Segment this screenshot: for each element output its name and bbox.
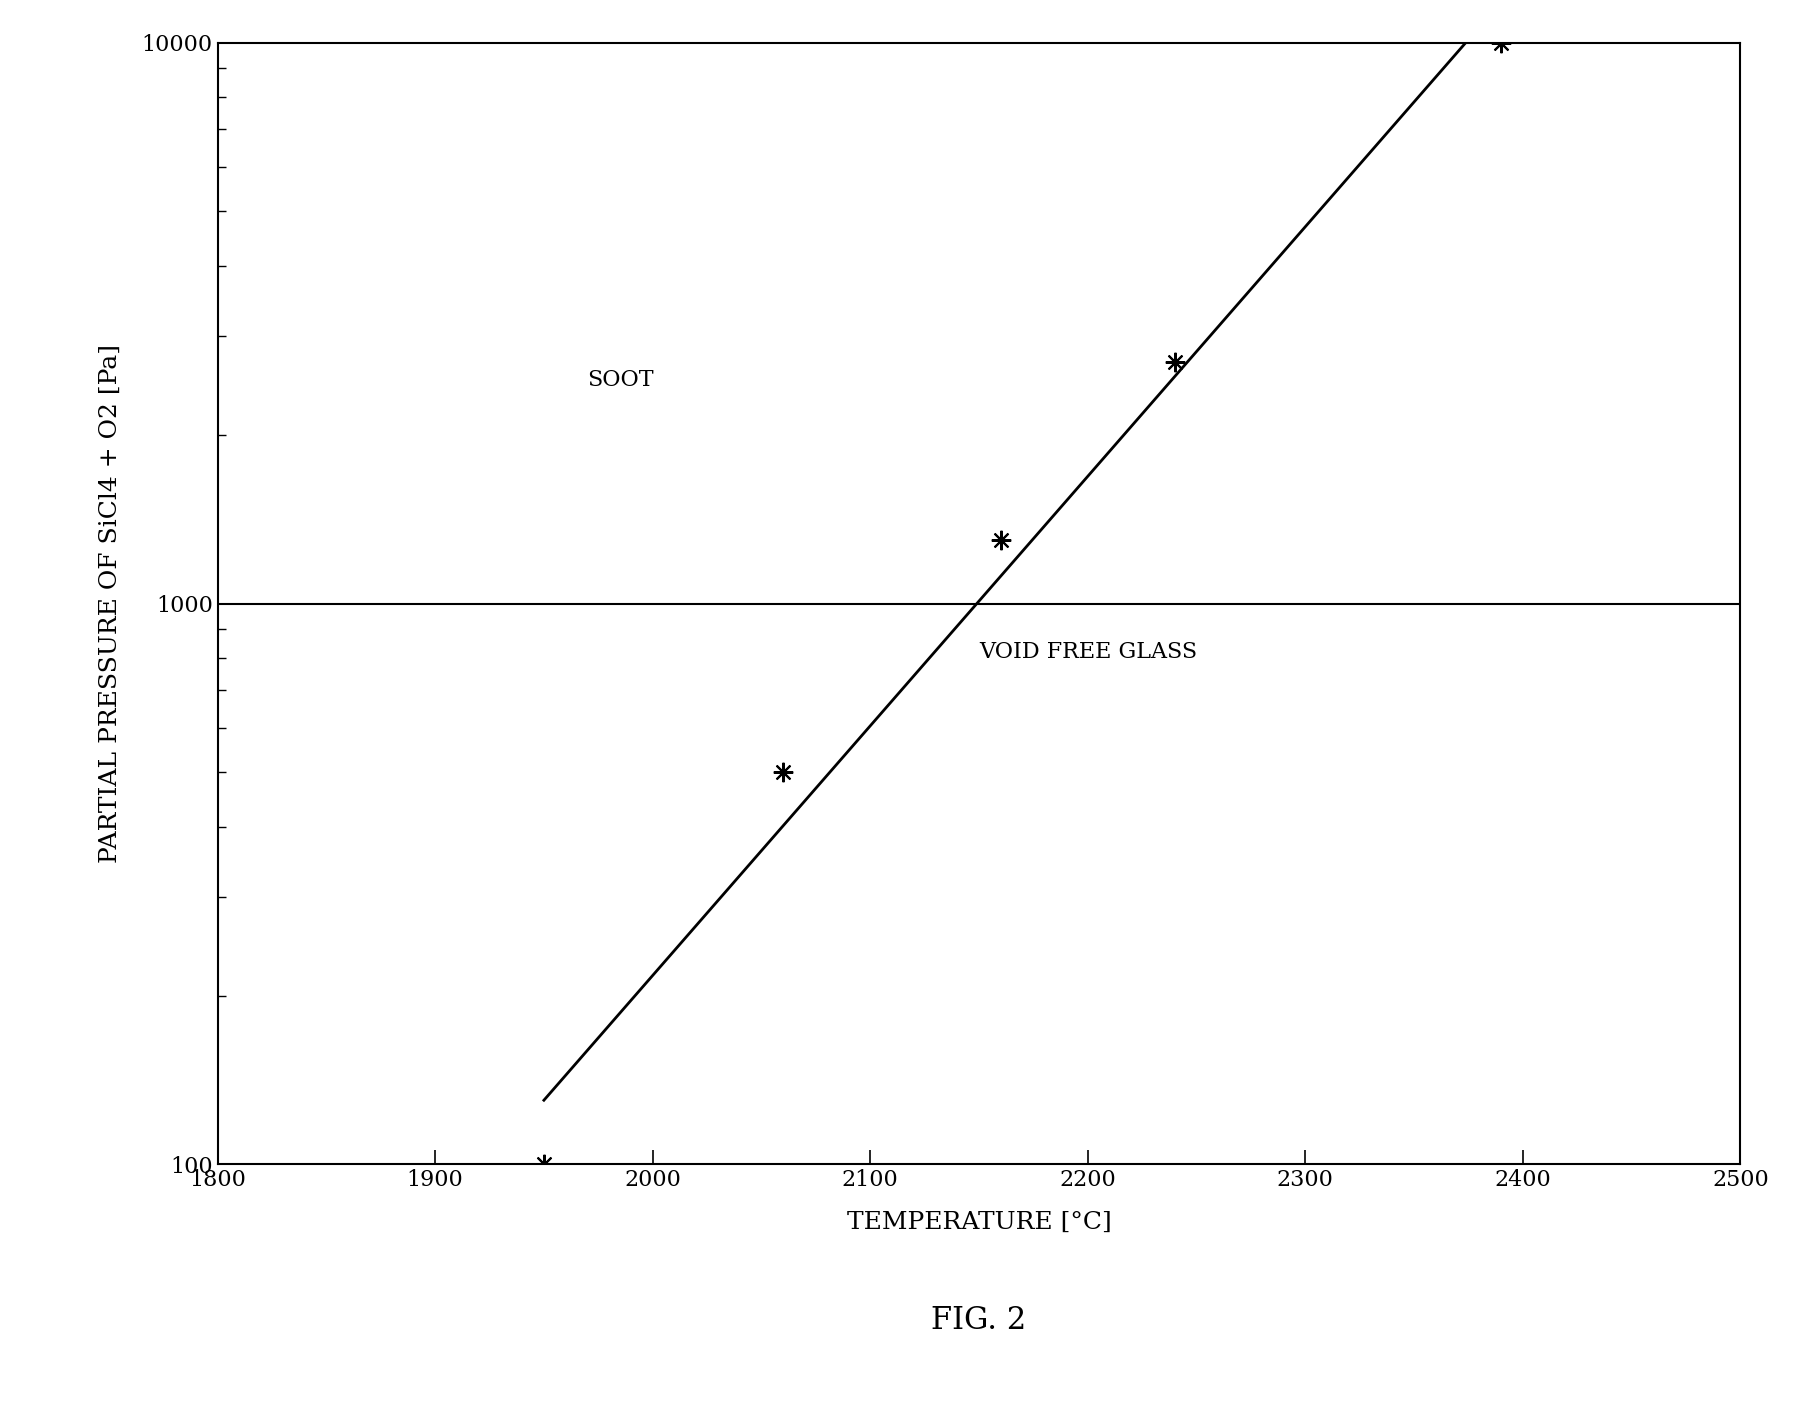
- Text: FIG. 2: FIG. 2: [932, 1305, 1026, 1336]
- Text: SOOT: SOOT: [587, 369, 654, 392]
- X-axis label: TEMPERATURE [°C]: TEMPERATURE [°C]: [847, 1211, 1111, 1234]
- Text: VOID FREE GLASS: VOID FREE GLASS: [979, 640, 1197, 663]
- Y-axis label: PARTIAL PRESSURE OF SiCl4 + O2 [Pa]: PARTIAL PRESSURE OF SiCl4 + O2 [Pa]: [100, 344, 121, 863]
